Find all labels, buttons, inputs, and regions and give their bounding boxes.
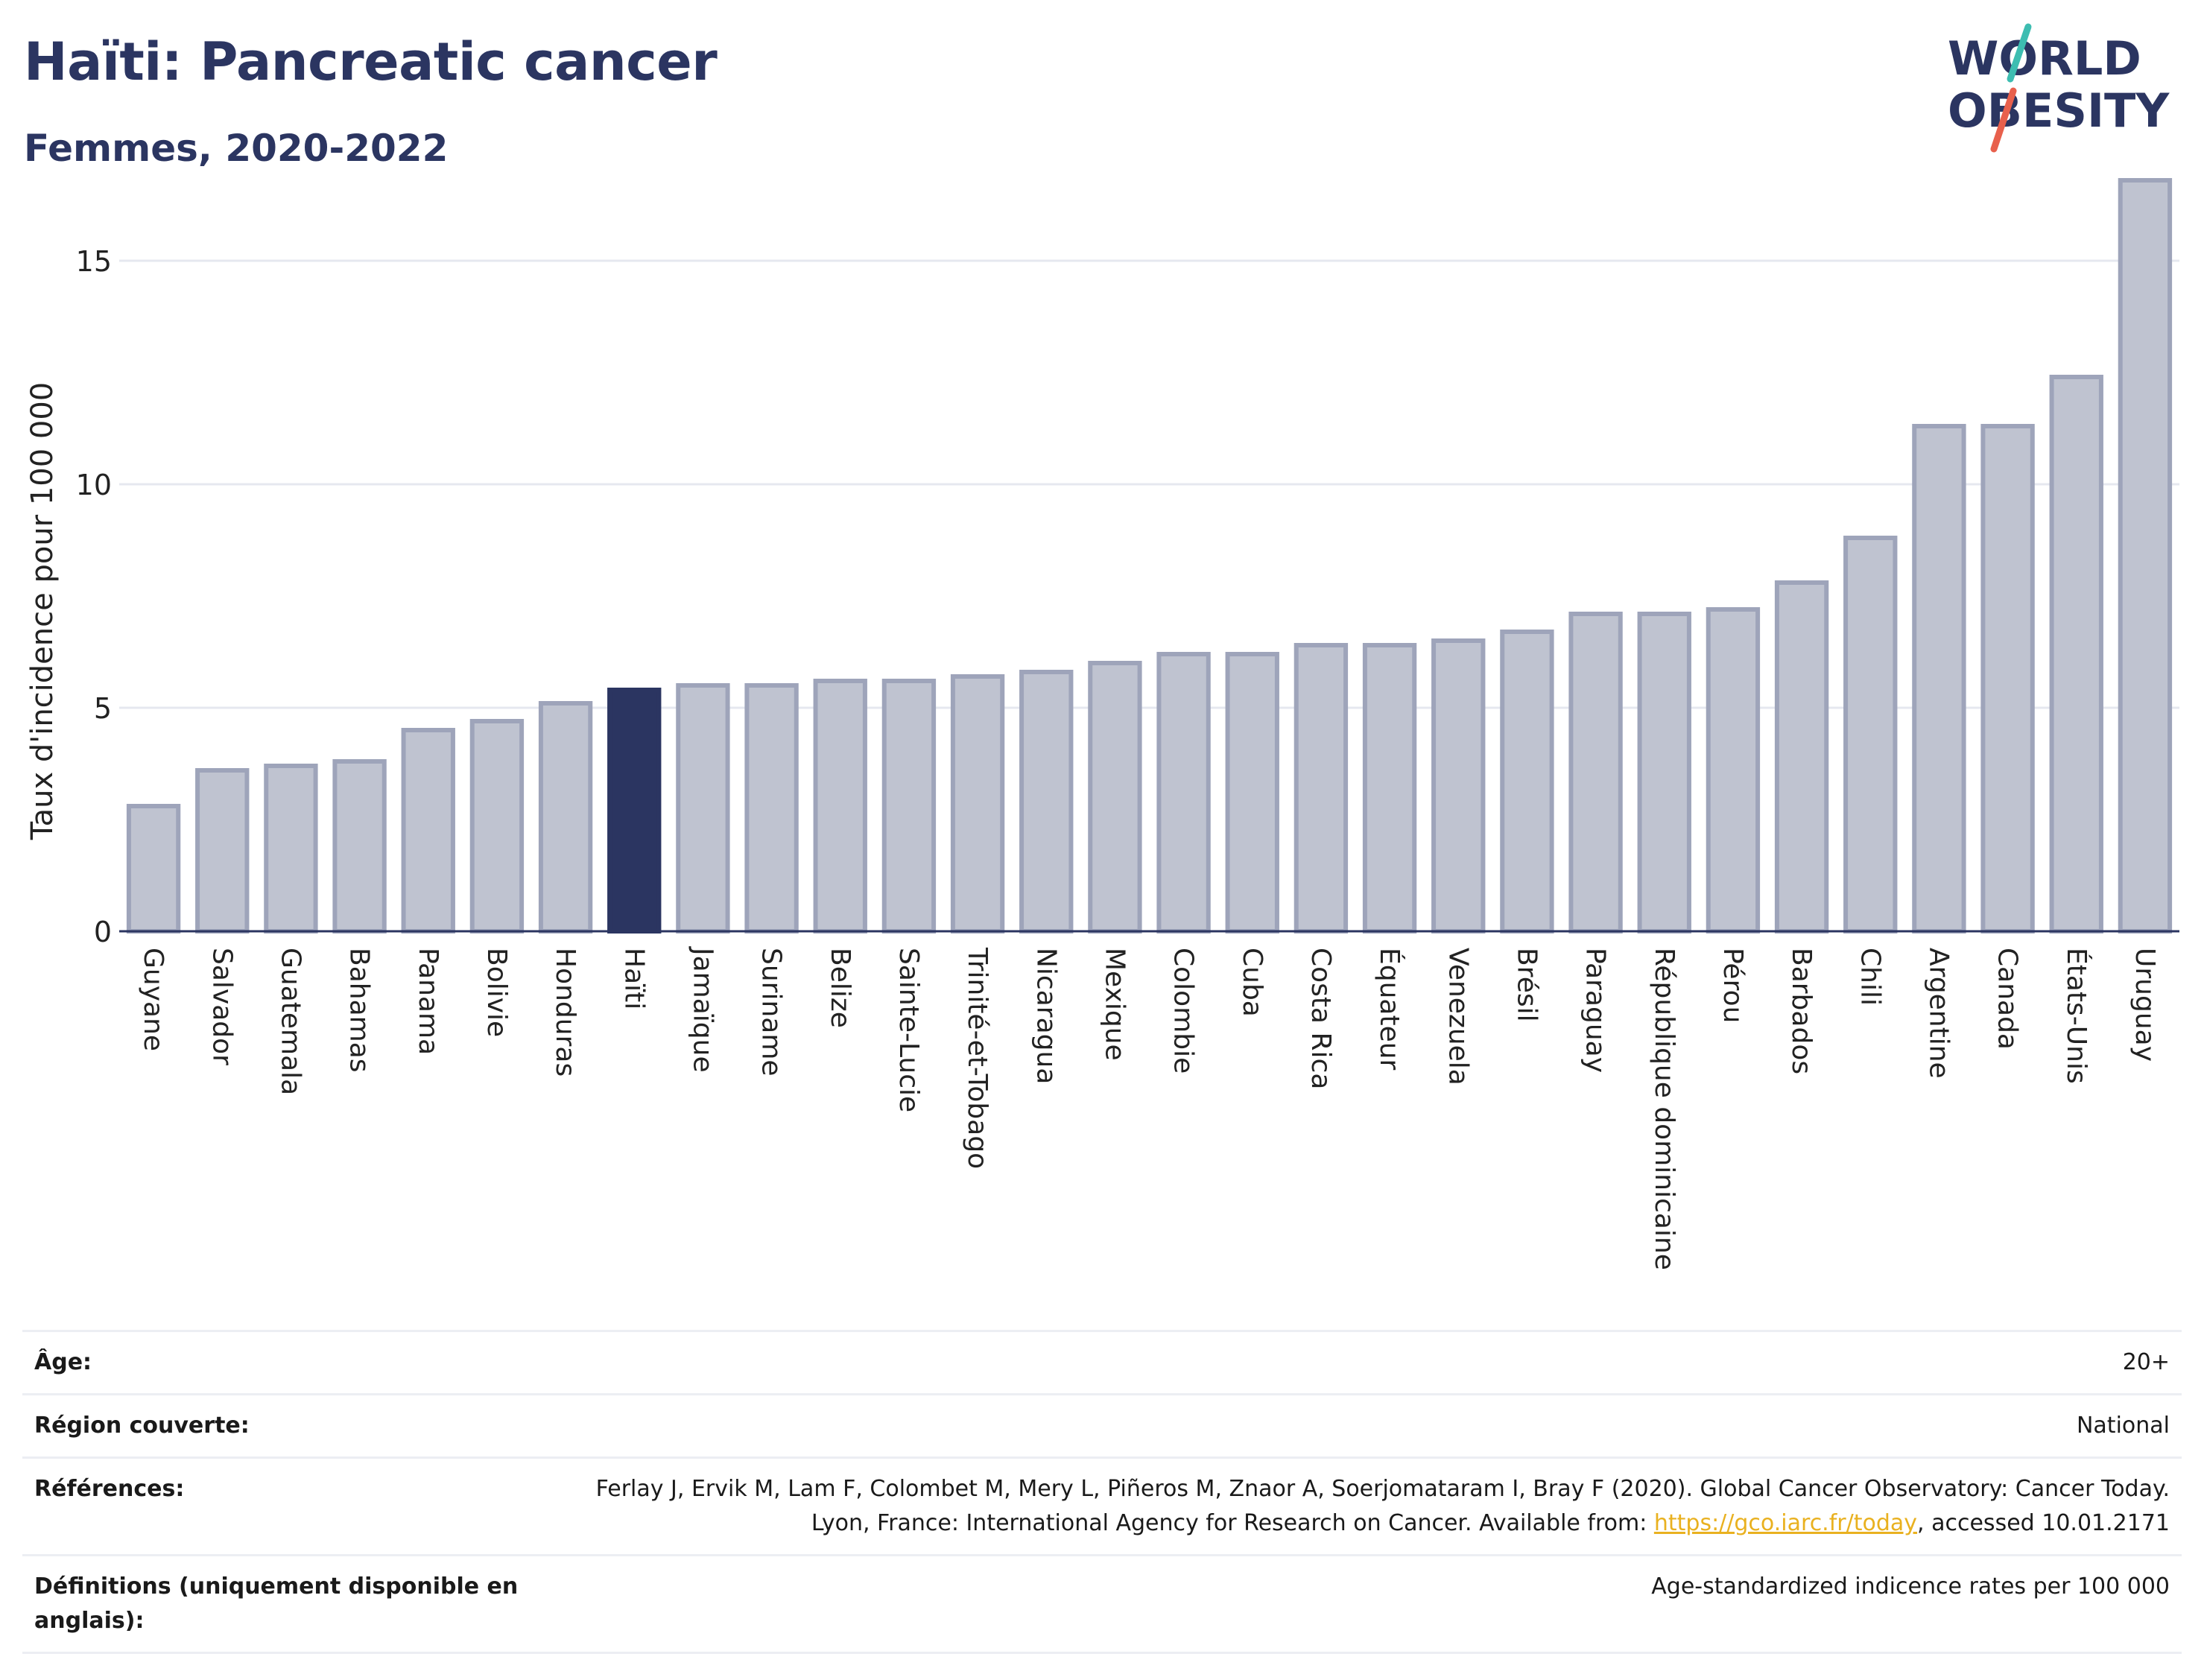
definitions-label: Définitions (uniquement disponible en an…	[22, 1554, 538, 1654]
bar	[1706, 607, 1761, 933]
x-tick-label: Bolivie	[481, 948, 512, 1037]
bar	[401, 728, 455, 933]
bar	[1774, 580, 1829, 933]
bar	[1156, 652, 1211, 933]
logo-line-1: WORLD	[1948, 31, 2141, 86]
y-tick-label: 5	[94, 692, 112, 725]
bar	[1293, 643, 1349, 933]
x-tick-label: Jamaïque	[687, 946, 718, 1073]
references-label: Références:	[22, 1456, 538, 1556]
x-tick-label: Pérou	[1717, 948, 1748, 1023]
bar	[1019, 670, 1074, 933]
x-tick-label: Trinité-et-Tobago	[962, 947, 992, 1169]
bar	[813, 679, 867, 933]
bar	[126, 804, 181, 933]
bar	[264, 764, 318, 933]
logo-line-2: OBESITY	[1948, 83, 2170, 138]
x-tick-label: Paraguay	[1580, 948, 1611, 1073]
bar	[1980, 424, 2035, 933]
bar	[1362, 643, 1417, 933]
metadata-table: Âge: 20+ Région couverte: National Référ…	[22, 1330, 2182, 1654]
age-label: Âge:	[22, 1330, 538, 1395]
x-tick-label: Guatemala	[275, 948, 305, 1095]
page-title: Haïti: Pancreatic cancer	[24, 31, 718, 92]
meta-row-references: Références: Ferlay J, Ervik M, Lam F, Co…	[22, 1456, 2182, 1556]
x-tick-label: Nicaragua	[1030, 948, 1061, 1084]
bar	[676, 683, 730, 933]
logo-slash-red	[1990, 87, 2017, 153]
x-tick-label: Argentine	[1923, 948, 1954, 1079]
bar	[538, 701, 593, 933]
x-tick-label: République dominicaine	[1649, 948, 1679, 1270]
bar	[469, 719, 525, 933]
bar	[950, 674, 1005, 933]
x-tick-label: Salvador	[206, 948, 237, 1065]
x-tick-label: Panama	[413, 948, 443, 1055]
x-tick-label: Barbados	[1786, 948, 1817, 1074]
x-tick-label: Haïti	[618, 948, 649, 1009]
y-axis-label: Taux d'incidence pour 100 000	[25, 382, 60, 840]
x-tick-label: Uruguay	[2129, 948, 2160, 1062]
bar	[744, 683, 799, 933]
logo-slash-teal	[2007, 23, 2032, 83]
x-tick-label: Canada	[1992, 948, 2023, 1050]
bar	[1637, 612, 1691, 933]
x-tick-label: Costa Rica	[1305, 948, 1336, 1089]
meta-row-region: Région couverte: National	[22, 1393, 2182, 1458]
bar	[195, 768, 250, 933]
x-tick-label: Belize	[825, 948, 855, 1028]
page-subtitle: Femmes, 2020-2022	[24, 127, 449, 170]
x-tick-label: Guyane	[138, 948, 168, 1051]
bar-highlight	[607, 688, 662, 933]
references-accessed: , accessed 10.01.2171	[1917, 1510, 2170, 1536]
references-link[interactable]: https://gco.iarc.fr/today	[1653, 1510, 1918, 1536]
x-tick-label: États-Unis	[2061, 948, 2092, 1084]
bar	[1431, 638, 1486, 933]
bar	[1500, 630, 1554, 933]
x-tick-label: Équateur	[1374, 948, 1405, 1071]
bar	[332, 759, 387, 933]
x-tick-label: Colombie	[1168, 948, 1199, 1074]
definitions-value: Age-standardized indicence rates per 100…	[538, 1554, 2182, 1654]
x-tick-label: Chili	[1855, 948, 1885, 1006]
bar-chart: 0 5 10 15 Taux d'incidence pour 100 000 Guyan…	[25, 178, 2179, 1270]
x-tick-label: Cuba	[1237, 948, 1267, 1017]
bar	[2049, 375, 2103, 933]
references-value: Ferlay J, Ervik M, Lam F, Colombet M, Me…	[538, 1456, 2182, 1556]
x-tick-label: Mexique	[1099, 948, 1130, 1061]
region-label: Région couverte:	[22, 1393, 538, 1458]
x-tick-label: Suriname	[756, 948, 787, 1077]
x-tick-label: Honduras	[550, 948, 580, 1077]
x-tick-label: Brésil	[1511, 948, 1542, 1022]
x-tick-label: Sainte-Lucie	[893, 948, 924, 1112]
bar	[881, 679, 937, 933]
y-tick-label: 0	[94, 916, 112, 948]
age-value: 20+	[538, 1330, 2182, 1395]
x-tick-label: Bahamas	[344, 948, 375, 1073]
x-tick-label: Venezuela	[1443, 948, 1473, 1085]
bar	[1568, 612, 1623, 933]
bar	[1912, 424, 1966, 933]
meta-row-definitions: Définitions (uniquement disponible en an…	[22, 1554, 2182, 1654]
region-value: National	[538, 1393, 2182, 1458]
world-obesity-logo: WORLD OBESITY	[1948, 23, 2170, 153]
bar	[1843, 536, 1898, 933]
bar	[2118, 178, 2173, 933]
meta-row-age: Âge: 20+	[22, 1330, 2182, 1395]
y-tick-label: 15	[76, 245, 112, 278]
y-tick-label: 10	[76, 469, 112, 501]
references-text: Ferlay J, Ervik M, Lam F, Colombet M, Me…	[595, 1476, 2170, 1536]
bar	[1225, 652, 1279, 933]
bar	[1088, 661, 1142, 933]
